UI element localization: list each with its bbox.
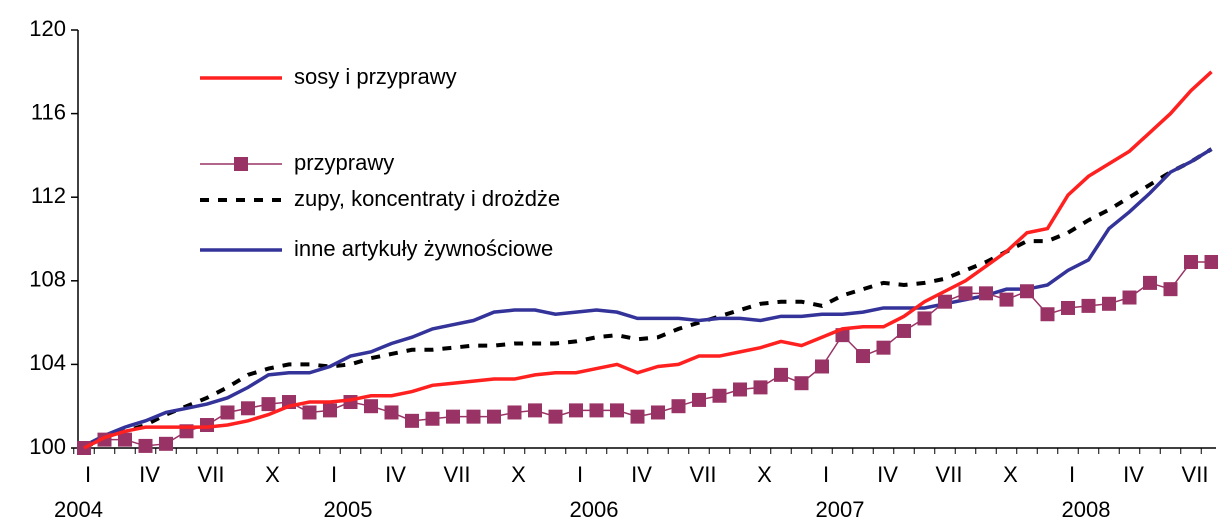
series-marker [917, 311, 932, 326]
y-tick-label: 104 [29, 350, 66, 375]
legend-label: zupy, koncentraty i drożdże [294, 186, 560, 211]
series-marker [1020, 284, 1034, 299]
series-marker [507, 405, 522, 420]
x-tick-label: I [85, 462, 91, 487]
series-marker [1204, 254, 1218, 269]
x-tick-label: I [577, 462, 583, 487]
year-label: 2006 [570, 497, 619, 522]
series-marker [651, 405, 665, 420]
series-line [83, 147, 1213, 450]
x-tick-label: VII [936, 462, 963, 487]
x-tick-label: X [511, 462, 526, 487]
series-marker [733, 382, 747, 397]
series-marker [774, 367, 788, 382]
year-label: 2005 [324, 497, 373, 522]
series-marker [1184, 254, 1198, 269]
series-marker [1040, 307, 1055, 322]
series-marker [610, 403, 624, 418]
series-marker [487, 409, 501, 424]
series-marker [1122, 290, 1137, 305]
series-marker [548, 409, 563, 424]
series-marker [364, 399, 378, 414]
x-tick-label: IV [631, 462, 652, 487]
series-marker [384, 405, 399, 420]
series-marker [159, 436, 173, 451]
year-label: 2004 [54, 497, 103, 522]
y-tick-label: 100 [29, 434, 66, 459]
y-tick-label: 120 [29, 16, 66, 41]
series-marker [569, 403, 583, 418]
series-marker [302, 405, 317, 420]
y-tick-label: 116 [31, 99, 66, 124]
series-marker [425, 411, 440, 426]
y-tick-label: 112 [31, 183, 66, 208]
series-line [83, 70, 1213, 450]
series-marker [671, 399, 686, 414]
series-marker [794, 376, 809, 391]
y-tick-label: 108 [29, 267, 66, 292]
x-tick-label: IV [1123, 462, 1144, 487]
year-label: 2007 [816, 497, 865, 522]
series-marker [1143, 275, 1157, 290]
x-tick-label: IV [139, 462, 160, 487]
series-marker [589, 403, 604, 418]
series-marker [118, 432, 132, 447]
series-marker [323, 403, 337, 418]
series-marker [876, 340, 891, 355]
series-marker [1163, 282, 1178, 297]
series-marker [138, 438, 153, 453]
series-marker [630, 409, 645, 424]
x-tick-label: VII [1182, 462, 1209, 487]
series-marker [1081, 298, 1096, 313]
series-marker [958, 286, 973, 301]
series-marker [1102, 296, 1116, 311]
legend-marker [234, 157, 248, 171]
x-tick-label: I [1069, 462, 1075, 487]
x-tick-label: VII [444, 462, 471, 487]
x-tick-label: X [265, 462, 280, 487]
x-tick-label: I [823, 462, 829, 487]
series-marker [712, 388, 727, 403]
legend-label: sosy i przyprawy [294, 64, 457, 89]
x-tick-label: X [1003, 462, 1018, 487]
series-marker [241, 401, 255, 416]
series-marker [938, 294, 952, 309]
x-tick-label: VII [690, 462, 717, 487]
series-marker [815, 359, 829, 374]
x-tick-label: I [331, 462, 337, 487]
series-marker [446, 409, 460, 424]
series-marker [897, 323, 911, 338]
x-tick-label: IV [877, 462, 898, 487]
series-marker [261, 397, 276, 412]
series-marker [753, 380, 768, 395]
series-marker [466, 409, 481, 424]
series-marker [405, 413, 419, 428]
series-marker [1061, 300, 1075, 315]
series-marker [979, 286, 993, 301]
legend-label: inne artykuły żywnościowe [294, 236, 553, 261]
series-marker [856, 349, 870, 364]
series-marker [692, 392, 706, 407]
x-tick-label: IV [385, 462, 406, 487]
series-marker [528, 403, 542, 418]
x-tick-label: X [757, 462, 772, 487]
x-tick-label: VII [198, 462, 225, 487]
year-label: 2008 [1062, 497, 1111, 522]
legend-label: przyprawy [294, 150, 394, 175]
series-marker [220, 405, 235, 420]
series-marker [999, 292, 1014, 307]
